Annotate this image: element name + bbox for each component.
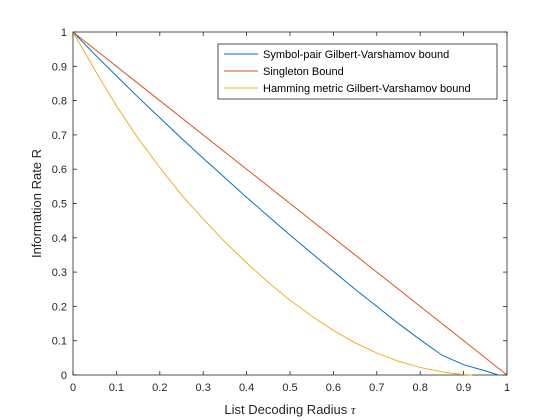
x-tick-label: 1 xyxy=(504,382,510,394)
x-tick-label: 0.8 xyxy=(413,382,428,394)
y-tick-label: 0 xyxy=(61,370,67,382)
legend-box xyxy=(217,43,498,100)
x-tick-label: 0.7 xyxy=(369,382,384,394)
y-tick-label: 0.2 xyxy=(52,301,67,313)
series-line-1 xyxy=(72,31,499,376)
x-tick-label: 0.1 xyxy=(109,382,124,394)
x-axis-ticks: 0 0.1 0.2 0.3 0.4 0.5 0.6 0.7 0.8 0.9 1 xyxy=(70,32,510,394)
legend: Symbol-pair Gilbert-Varshamov bound Singl… xyxy=(217,43,498,100)
y-tick-label: 0.6 xyxy=(52,164,67,176)
y-tick-label: 0.3 xyxy=(52,267,67,279)
x-tick-label: 0.9 xyxy=(456,382,471,394)
series-line-2 xyxy=(72,31,508,376)
y-tick-label: 0.7 xyxy=(52,130,67,142)
legend-items: Symbol-pair Gilbert-Varshamov bound Singl… xyxy=(224,49,471,95)
y-tick-label: 0.9 xyxy=(52,61,67,73)
series-line-3 xyxy=(72,31,473,376)
y-tick-label: 0.5 xyxy=(52,199,67,211)
y-tick-label: 0.8 xyxy=(52,96,67,108)
y-tick-label: 1 xyxy=(61,27,67,39)
x-tick-label: 0.3 xyxy=(196,382,211,394)
y-axis-label: Information Rate R xyxy=(29,149,44,258)
x-tick-label: 0.6 xyxy=(326,382,341,394)
x-tick-label: 0.5 xyxy=(282,382,297,394)
legend-label-3: Hamming metric Gilbert-Varshamov bound xyxy=(263,83,471,95)
y-tick-label: 0.1 xyxy=(52,336,67,348)
y-axis-ticks: 0 0.1 0.2 0.3 0.4 0.5 0.6 0.7 0.8 0.9 1 xyxy=(52,27,507,382)
legend-label-1: Symbol-pair Gilbert-Varshamov bound xyxy=(263,49,449,61)
legend-label-2: Singleton Bound xyxy=(263,66,344,78)
x-tick-label: 0 xyxy=(70,382,76,394)
x-axis-label: List Decoding Radius τ xyxy=(224,402,356,417)
x-tick-label: 0.2 xyxy=(152,382,167,394)
x-tick-label: 0.4 xyxy=(239,382,254,394)
y-tick-label: 0.4 xyxy=(52,233,67,245)
series-layer xyxy=(72,31,508,376)
